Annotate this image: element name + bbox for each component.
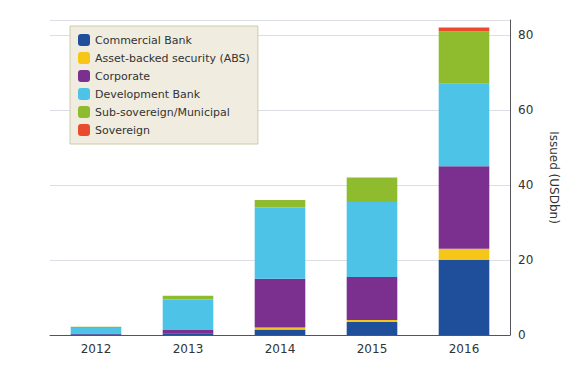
- svg-text:Sovereign: Sovereign: [95, 124, 150, 137]
- svg-text:Commercial Bank: Commercial Bank: [95, 34, 193, 47]
- svg-text:80: 80: [518, 28, 533, 42]
- svg-text:60: 60: [518, 103, 533, 117]
- svg-text:2012: 2012: [81, 342, 112, 356]
- svg-text:2014: 2014: [265, 342, 296, 356]
- svg-text:Corporate: Corporate: [95, 70, 150, 83]
- svg-text:2016: 2016: [449, 342, 480, 356]
- svg-text:2013: 2013: [173, 342, 204, 356]
- svg-text:Issued (USDbn): Issued (USDbn): [547, 131, 561, 224]
- svg-text:Sub-sovereign/Municipal: Sub-sovereign/Municipal: [95, 106, 230, 119]
- svg-text:Development Bank: Development Bank: [95, 88, 201, 101]
- svg-text:0: 0: [518, 328, 526, 342]
- svg-text:2015: 2015: [357, 342, 388, 356]
- svg-text:20: 20: [518, 253, 533, 267]
- svg-text:40: 40: [518, 178, 533, 192]
- svg-text:Asset-backed security (ABS): Asset-backed security (ABS): [95, 52, 250, 65]
